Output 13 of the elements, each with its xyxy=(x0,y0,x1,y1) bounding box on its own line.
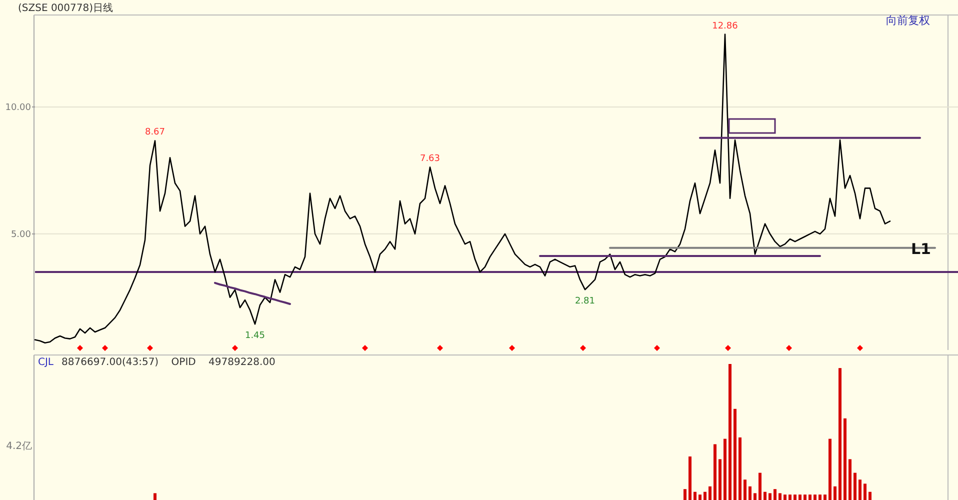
y-tick-label: 5.00 xyxy=(10,230,32,240)
y-tick-label: 10.00 xyxy=(5,102,32,113)
annotation: 12.86 xyxy=(712,21,738,32)
annotation: 向前复权 xyxy=(886,14,930,27)
series-label: L1 xyxy=(911,240,931,258)
annotation: 7.63 xyxy=(420,154,440,164)
annotation: 1.45 xyxy=(244,331,266,342)
annotation: 8.67 xyxy=(144,128,166,138)
chart-subtitle: 8876697.00(43:57) OPID 49789228.00 xyxy=(62,357,276,368)
chart-title: CJL xyxy=(38,357,54,368)
text: 4.2亿 xyxy=(6,441,32,452)
annotation: 2.81 xyxy=(574,296,596,307)
chart-title: (SZSE 000778)日线 xyxy=(18,2,114,14)
